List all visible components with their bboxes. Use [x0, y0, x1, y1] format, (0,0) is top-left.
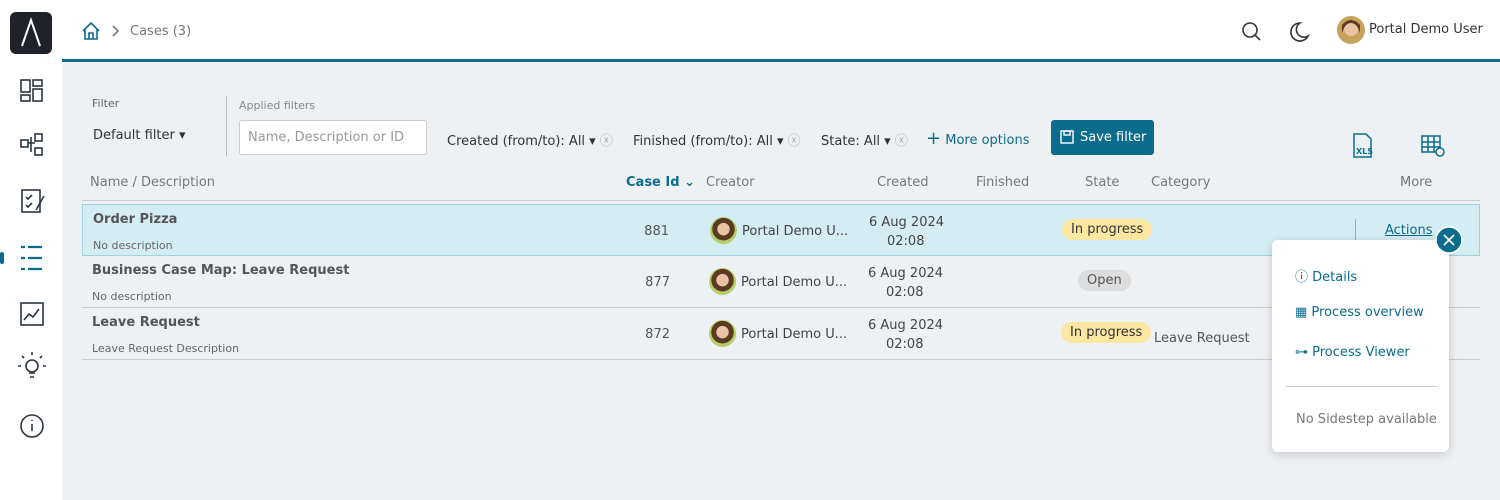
case-id: 872: [645, 327, 670, 342]
default-filter[interactable]: Default filter ▾: [93, 128, 186, 143]
home-icon[interactable]: [80, 20, 124, 44]
more-options-text[interactable]: More options: [945, 133, 1030, 148]
case-id: 877: [645, 275, 670, 290]
column-header[interactable]: Finished: [976, 175, 1030, 190]
breadcrumb[interactable]: Cases (3): [130, 24, 192, 39]
export-icons[interactable]: XLS: [1350, 132, 1450, 160]
creator-avatar: [709, 320, 736, 347]
case-description: No description: [93, 239, 173, 252]
created-filter[interactable]: Created (from/to): All ▾ ⓧ: [447, 134, 613, 149]
column-header[interactable]: More: [1400, 175, 1433, 190]
finished-filter[interactable]: Finished (from/to): All ▾ ⓧ: [633, 134, 801, 149]
table-row[interactable]: Leave Request Leave Request Description 87…: [82, 308, 1480, 360]
header-rule: [82, 200, 1480, 201]
state-filter-text[interactable]: State: All: [821, 134, 881, 149]
menu-item-text[interactable]: Process Viewer: [1312, 345, 1410, 360]
search-input[interactable]: Name, Description or ID: [239, 120, 427, 155]
created-time: 02:08: [886, 337, 924, 352]
search-placeholder: Name, Description or ID: [248, 130, 405, 145]
creator-avatar: [710, 217, 737, 244]
menu-item[interactable]: ⓘ Details: [1295, 270, 1358, 285]
top-bar: [62, 0, 1500, 62]
created-date: 6 Aug 2024: [868, 266, 944, 281]
menu-note: No Sidestep available: [1296, 412, 1437, 427]
default-filter-text[interactable]: Default filter: [93, 128, 175, 143]
state-filter[interactable]: State: All ▾ ⓧ: [821, 134, 908, 149]
creator-name: Portal Demo U...: [741, 327, 848, 342]
actions-link[interactable]: Actions: [1385, 223, 1433, 238]
column-header[interactable]: Created: [877, 175, 929, 190]
user-avatar[interactable]: [1336, 15, 1366, 45]
created-time: 02:08: [887, 234, 925, 249]
filter-label: Filter: [92, 97, 120, 110]
column-header[interactable]: Creator: [706, 175, 755, 190]
sidebar-icons: [0, 12, 52, 438]
menu-item[interactable]: ⊶ Process Viewer: [1295, 345, 1410, 360]
created-date: 6 Aug 2024: [868, 318, 944, 333]
created-filter-text[interactable]: Created (from/to): All: [447, 134, 586, 149]
sidebar: [0, 0, 62, 500]
column-header[interactable]: State: [1085, 175, 1120, 190]
state-badge: Open: [1078, 270, 1131, 291]
creator-avatar: [709, 268, 736, 295]
column-header[interactable]: Name / Description: [90, 175, 216, 190]
cell-divider: [1355, 219, 1356, 241]
column-header-text[interactable]: Case Id: [626, 175, 680, 190]
state-badge: In progress: [1062, 219, 1153, 240]
user-name[interactable]: Portal Demo User: [1369, 22, 1483, 37]
menu-divider: [1286, 386, 1437, 387]
case-name[interactable]: Order Pizza: [93, 212, 178, 227]
case-id: 881: [644, 224, 669, 239]
table-row[interactable]: Business Case Map: Leave Request No descr…: [82, 256, 1480, 308]
case-description: Leave Request Description: [92, 342, 240, 355]
table-row[interactable]: Order Pizza No description 881 Portal Demo …: [82, 204, 1480, 256]
more-options[interactable]: + More options: [926, 128, 1030, 149]
column-header[interactable]: Category: [1151, 175, 1211, 190]
menu-item-text[interactable]: Process overview: [1311, 305, 1424, 320]
category: Leave Request: [1154, 331, 1250, 346]
created-time: 02:08: [886, 285, 924, 300]
menu-item-text[interactable]: Details: [1312, 270, 1358, 285]
state-badge: In progress: [1061, 322, 1152, 343]
top-icons[interactable]: [1240, 20, 1310, 44]
actions-menu: ⓘ Details ▦ Process overview ⊶ Process V…: [1272, 240, 1449, 452]
column-header[interactable]: Case Id ⌄: [626, 175, 695, 190]
case-description: No description: [92, 290, 172, 303]
creator-name: Portal Demo U...: [742, 224, 849, 239]
save-filter-button[interactable]: Save filter: [1051, 120, 1154, 155]
creator-name: Portal Demo U...: [741, 275, 848, 290]
save-filter-text[interactable]: Save filter: [1080, 130, 1147, 145]
applied-label: Applied filters: [239, 99, 316, 112]
svg-text:XLS: XLS: [1356, 147, 1373, 156]
close-menu-button[interactable]: [1435, 226, 1463, 254]
created-date: 6 Aug 2024: [869, 215, 945, 230]
finished-filter-text[interactable]: Finished (from/to): All: [633, 134, 773, 149]
case-name[interactable]: Business Case Map: Leave Request: [92, 263, 350, 278]
divider: [226, 96, 227, 156]
case-name[interactable]: Leave Request: [92, 315, 200, 330]
menu-item[interactable]: ▦ Process overview: [1295, 305, 1424, 320]
